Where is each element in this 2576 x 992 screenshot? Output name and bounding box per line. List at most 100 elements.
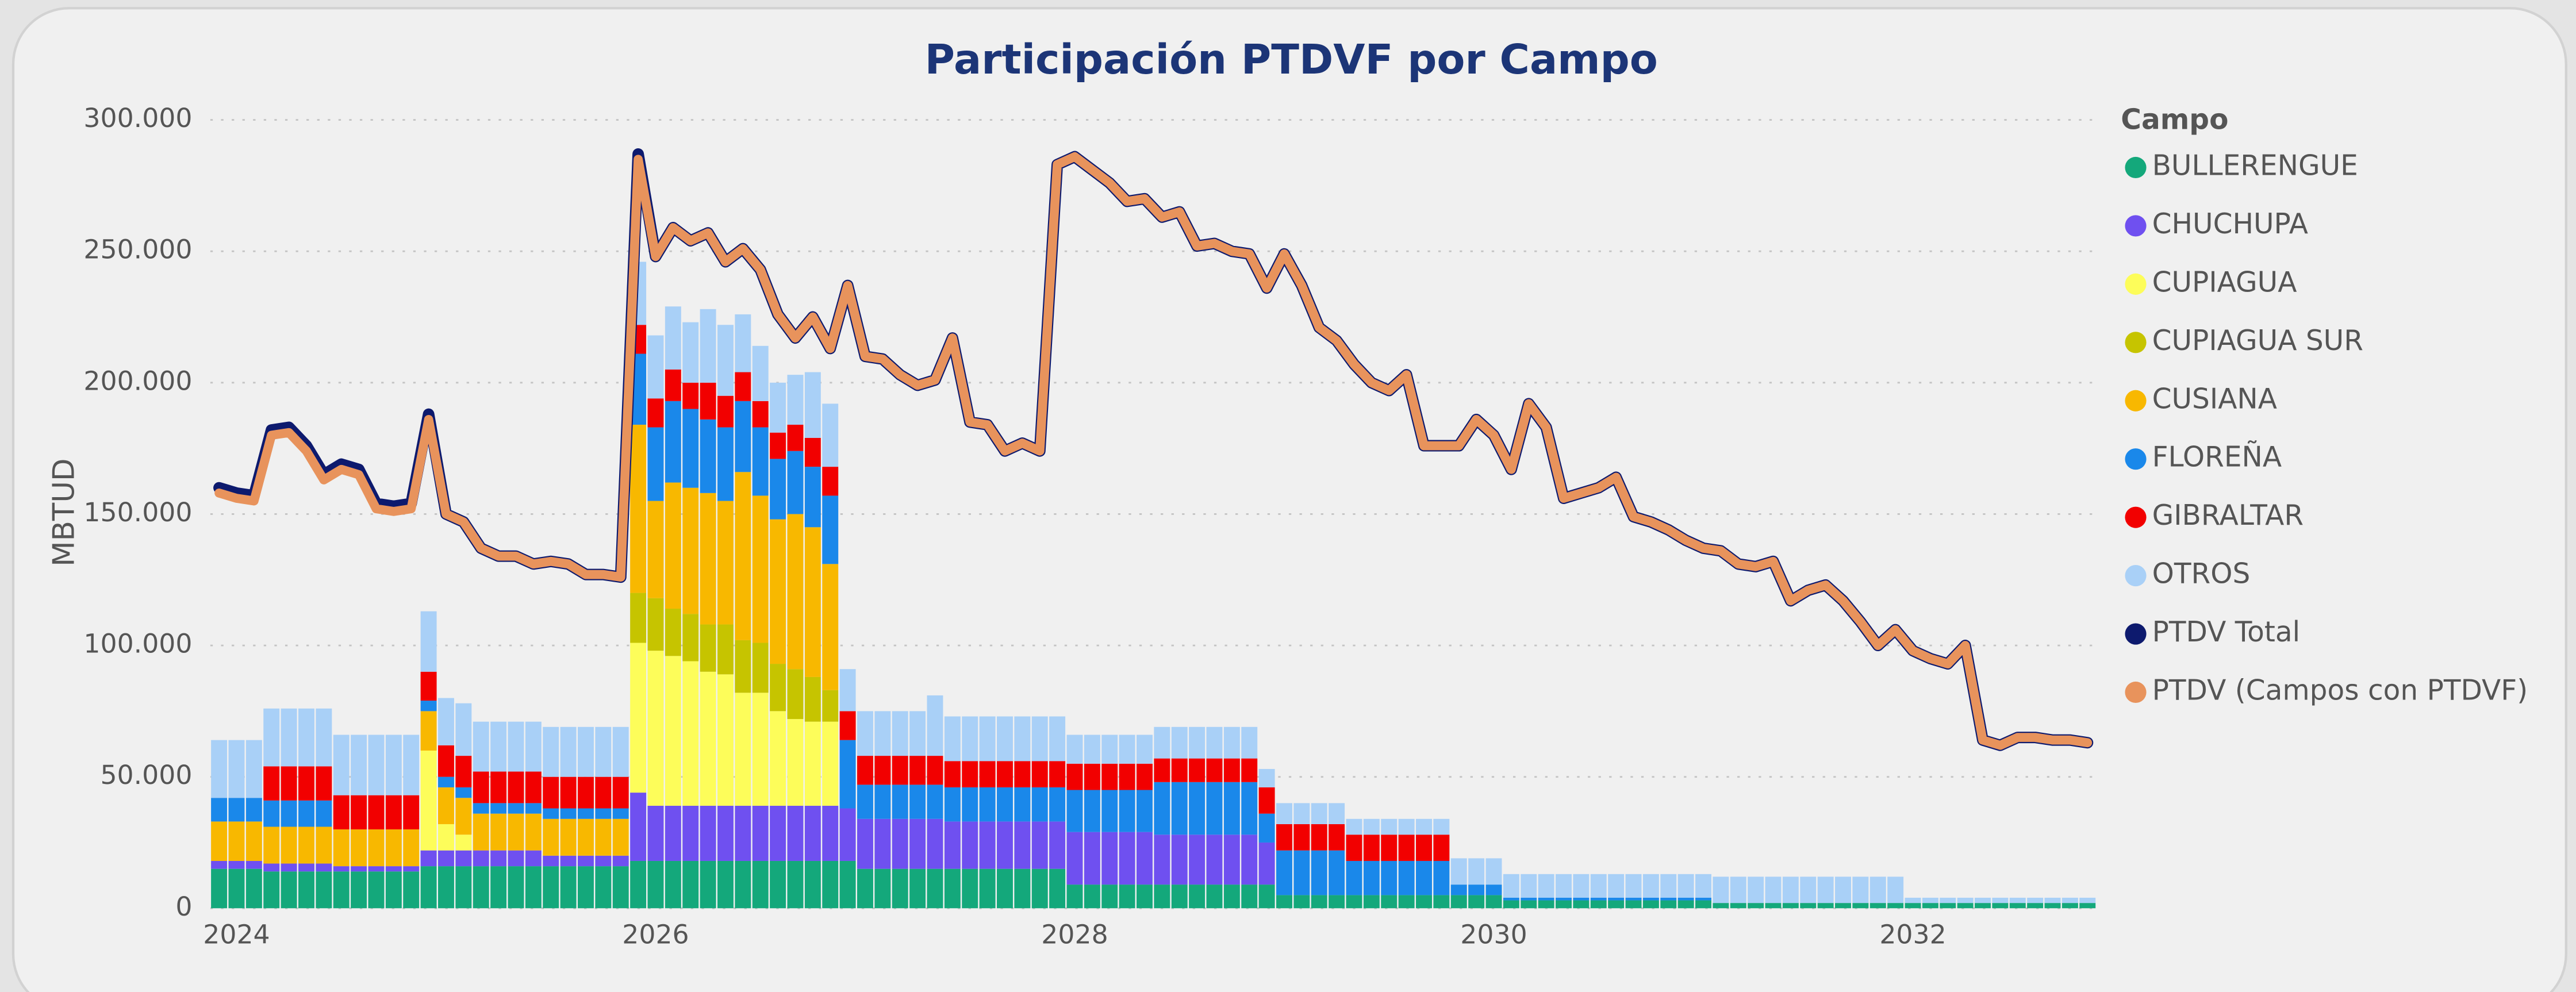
bar-segment [1660,900,1677,909]
bar-segment [1590,874,1607,898]
bar-segment [1066,832,1083,885]
bar-segment [804,527,821,677]
x-tick-label: 2030 [1460,919,1527,949]
bar-segment [1346,895,1362,909]
bar-segment [892,818,908,869]
y-tick-label: 200.000 [83,366,192,396]
bar-segment [962,868,978,909]
bar-segment [770,711,786,806]
bar-segment [543,808,559,819]
bar-segment [473,771,489,803]
bar-segment [1171,835,1188,885]
bar-segment [1311,824,1327,851]
bar-segment [665,860,681,909]
bar-segment [525,721,542,772]
bar-segment [770,664,786,712]
bar-segment [752,693,769,806]
legend-label: PTDV (Campos con PTDVF) [2152,674,2528,706]
bar-segment [1223,726,1240,759]
bar-segment [1189,726,1206,759]
bar-segment [1258,885,1275,909]
bar-segment [2027,903,2044,909]
bar-segment [822,403,839,467]
bar-segment [717,325,734,396]
bar-segment [351,829,367,867]
bar-segment [717,624,734,675]
bar-segment [665,306,681,370]
bar-segment [1346,818,1362,835]
bar-segment [595,726,612,777]
bar-segment [1433,895,1450,909]
bar-segment [473,813,489,851]
bar-segment [2009,903,2026,909]
bar-segment [892,868,908,909]
bar-segment [1398,818,1415,835]
bar-segment [420,711,437,751]
bar-segment [1137,790,1153,832]
bar-segment [1817,876,1834,903]
bar-segment [1293,824,1310,851]
bar-segment [281,766,297,801]
bar-segment [1346,860,1362,895]
bar-segment [1189,782,1206,835]
bar-segment [385,829,402,867]
bar-segment [228,798,245,822]
bar-segment [1765,876,1782,903]
bar-segment [804,437,821,467]
bar-segment [595,866,612,909]
bar-segment [1869,876,1886,903]
bar-segment [228,868,245,909]
bar-segment [1066,735,1083,764]
bar-segment [437,787,454,824]
bar-segment [2044,903,2061,909]
bar-segment [1223,782,1240,835]
bar-segment [857,785,873,819]
bar-segment [1748,876,1764,903]
legend-swatch [2125,623,2147,645]
bar-segment [630,593,647,643]
bar-segment [1293,850,1310,895]
bar-segment [979,761,996,787]
legend-swatch [2125,273,2147,295]
bar-segment [1835,903,1851,909]
bar-segment [1154,758,1170,782]
bar-segment [647,398,664,428]
bar-segment [857,818,873,869]
bar-segment [1450,858,1467,885]
bar-segment [1887,903,1904,909]
bar-segment [1049,787,1066,822]
bar-segment [1171,885,1188,909]
bar-segment [1905,897,1921,903]
bar-segment [822,721,839,806]
bar-segment [962,761,978,787]
bar-segment [1031,868,1048,909]
bar-segment [1171,758,1188,782]
bar-segment [1311,895,1327,909]
bar-segment [1329,895,1345,909]
bar-segment [595,818,612,856]
bar-segment [927,818,943,869]
bar-segment [857,711,873,756]
bar-segment [770,459,786,520]
legend-swatch [2125,448,2147,470]
bar-segment [211,798,228,822]
bar-segment [1171,782,1188,835]
bar-segment [1835,876,1851,903]
bar-segment [455,756,472,787]
bar-segment [682,860,699,909]
bar-segment [1137,885,1153,909]
bar-segment [298,708,314,767]
bar-segment [630,793,647,861]
bar-segment [211,821,228,861]
bar-segment [1416,895,1432,909]
bar-segment [735,693,751,806]
bar-segment [351,871,367,909]
bar-segment [1206,835,1223,885]
bar-segment [787,424,804,451]
bar-segment [525,866,542,909]
bar-segment [1206,758,1223,782]
bar-segment [1503,897,1519,901]
bar-segment [1223,835,1240,885]
bar-segment [700,493,716,625]
bar-segment [647,860,664,909]
